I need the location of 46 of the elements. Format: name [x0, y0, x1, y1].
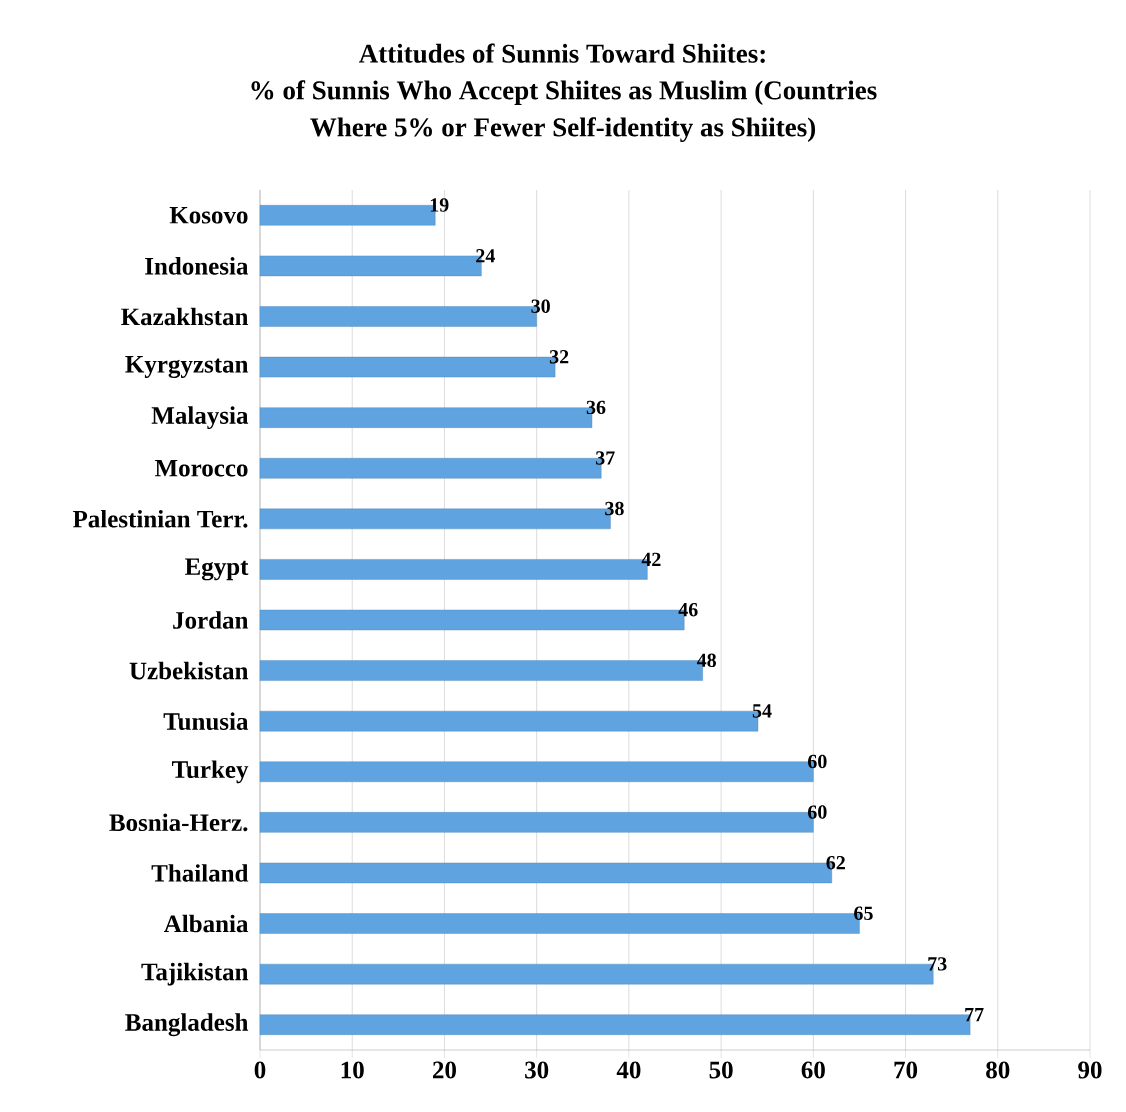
y-tick-label: Indonesia	[145, 257, 249, 275]
x-tick-label: 40	[616, 1061, 641, 1079]
x-tick-label: 50	[709, 1061, 733, 1079]
y-tick-label: Bosnia-Herz.	[109, 813, 248, 832]
data-label: 60	[808, 805, 827, 819]
y-tick-label: Egypt	[184, 558, 249, 581]
x-tick-label: 10	[341, 1061, 364, 1079]
data-label: 38	[605, 501, 624, 516]
data-label: 46	[678, 603, 698, 617]
y-tick-label: Uzbekistan	[129, 661, 249, 680]
data-label: 24	[476, 249, 495, 263]
data-label: 30	[531, 299, 550, 313]
data-label: 54	[752, 704, 772, 718]
data-label: 42	[641, 552, 661, 566]
x-tick-label: 30	[525, 1061, 549, 1079]
data-label: 73	[928, 957, 947, 971]
y-tick-label: Turkey	[171, 760, 249, 784]
y-tick-label: Tunusia	[163, 712, 249, 730]
data-label: 36	[586, 400, 606, 415]
x-tick-label: 20	[433, 1061, 456, 1079]
data-label: 48	[696, 653, 716, 668]
y-tick-label: Jordan	[173, 611, 249, 629]
data-label: 77	[965, 1008, 984, 1022]
x-tick-label: 0	[254, 1061, 266, 1079]
y-tick-label: Morocco	[154, 459, 248, 477]
y-tick-label: Thailand	[151, 864, 249, 882]
chart-title: Attitudes of Sunnis Toward Shiites:	[358, 43, 765, 63]
y-tick-label: Palestinian Terr.	[72, 509, 248, 528]
data-label: 65	[854, 906, 873, 920]
x-tick-label: 60	[801, 1061, 825, 1079]
data-label: 62	[826, 855, 845, 870]
x-tick-label: 70	[894, 1061, 918, 1079]
data-label: 37	[595, 451, 615, 465]
y-tick-label: Malaysia	[151, 406, 249, 430]
y-tick-label: Kosovo	[169, 206, 248, 224]
data-label: 19	[430, 198, 449, 212]
data-label: 32	[549, 350, 569, 364]
y-tick-label: Kazakhstan	[121, 307, 249, 326]
y-tick-label: Bangladesh	[125, 1013, 249, 1037]
y-tick-label: Kyrgyzstan	[125, 356, 249, 379]
x-tick-label: 90	[1078, 1061, 1102, 1079]
y-tick-label: Albania	[163, 914, 249, 933]
chart-subtitle: % of Sunnis Who Accept Shiites as Muslim (Countries Where 5% or Fewer Self-identity as Shiites)	[251, 80, 877, 143]
data-label: 60	[808, 754, 827, 769]
y-tick-label: Tajikistan	[141, 962, 249, 986]
x-tick-label: 80	[986, 1061, 1010, 1079]
